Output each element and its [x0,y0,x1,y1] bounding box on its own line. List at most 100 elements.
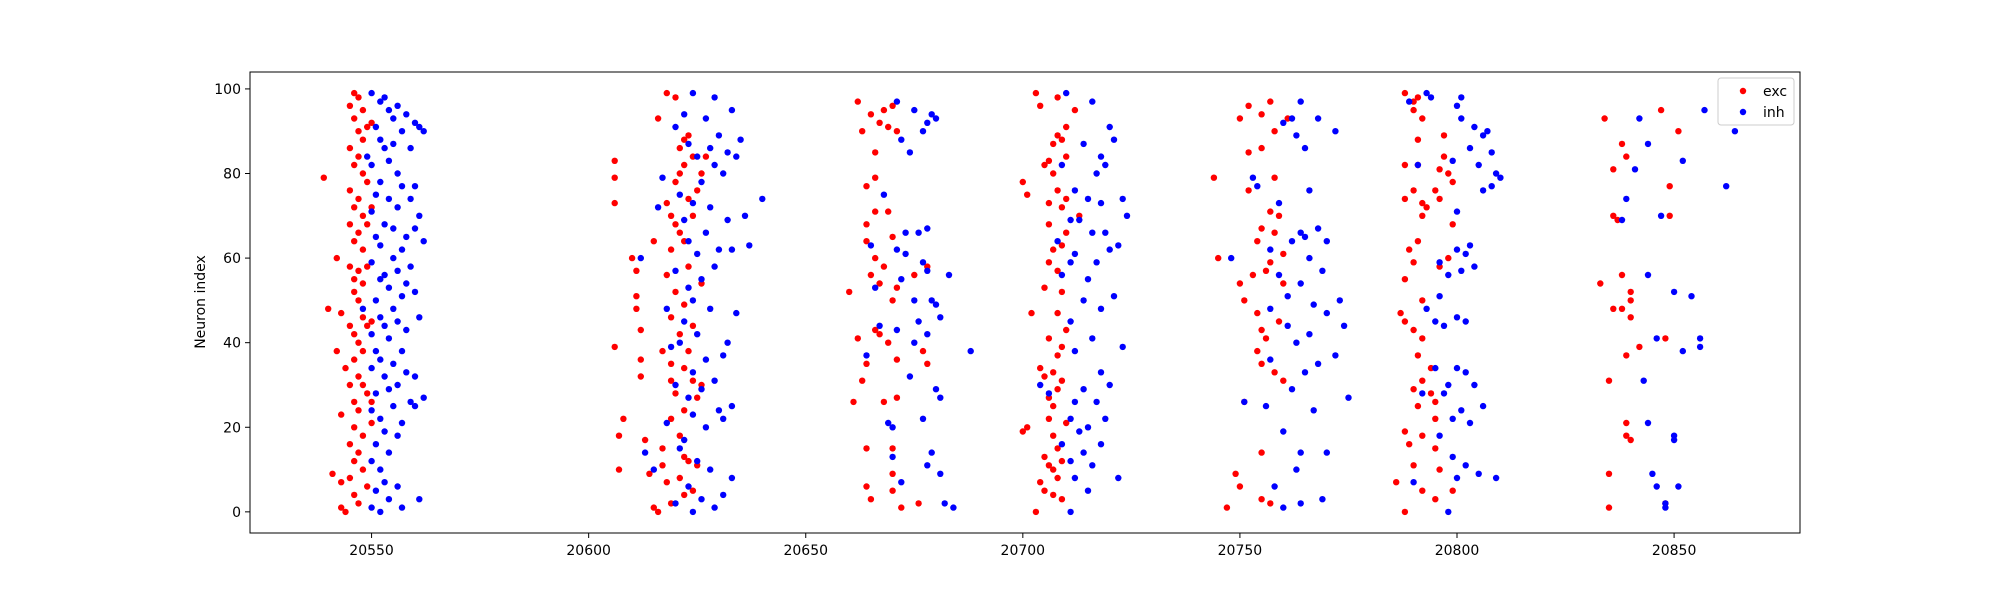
exc-spike-point [650,504,657,511]
inh-spike-point [377,276,384,283]
inh-spike-point [659,174,666,181]
exc-spike-point [368,419,375,427]
inh-spike-point [911,297,918,304]
inh-spike-point [372,390,380,397]
exc-spike-point [872,208,879,215]
inh-spike-point [1093,398,1100,406]
exc-spike-point [1271,369,1278,376]
exc-spike-point [859,377,866,384]
inh-spike-point [1310,407,1317,414]
exc-spike-point [663,271,670,279]
x-tick-label: 20850 [1652,543,1697,559]
exc-spike-point [1050,170,1057,177]
inh-spike-point [1475,161,1482,169]
inh-spike-point [911,339,918,346]
inh-spike-point [420,238,427,245]
x-axis: 20550 20600 20650 20700 20750 20800 20850 [349,533,1696,559]
exc-spike-point [1419,212,1426,219]
inh-spike-point [1106,246,1113,253]
exc-spike-point [876,119,883,127]
inh-spike-point [1336,297,1344,304]
exc-spike-point [355,297,362,304]
inh-spike-point [1488,149,1495,156]
inh-spike-point [368,504,375,511]
inh-spike-point [1071,474,1079,482]
exc-spike-point [1414,352,1422,359]
exc-spike-point [611,174,618,181]
inh-spike-point [1106,381,1113,389]
inh-spike-point [1123,212,1131,219]
inh-spike-point [385,335,393,342]
exc-spike-point [637,356,644,363]
exc-spike-point [364,263,371,270]
inh-spike-point [698,276,705,283]
inh-spike-point [724,216,731,224]
exc-spike-point [893,394,901,401]
inh-spike-point [707,204,714,211]
inh-spike-point [924,462,931,469]
inh-spike-point [1475,470,1482,477]
inh-spike-point [711,263,718,270]
exc-spike-point [667,246,675,253]
inh-spike-point [1119,195,1126,203]
inh-spike-point [1297,98,1304,105]
exc-spike-point [325,305,332,312]
inh-spike-point [1241,398,1248,406]
inh-spike-point [1102,161,1109,169]
exc-spike-point [1054,352,1061,359]
exc-spike-point [1019,178,1026,186]
exc-spike-point [351,457,358,465]
exc-spike-point [355,153,362,160]
exc-spike-point [1254,347,1261,355]
inh-spike-point [689,297,697,304]
exc-spike-point [1054,474,1061,482]
exc-spike-point [889,470,896,477]
inh-spike-point [1484,128,1491,135]
inh-spike-point [694,250,701,258]
inh-spike-point [1466,144,1474,152]
inh-spike-point [377,314,384,321]
inh-spike-point [403,233,410,241]
exc-spike-point [1032,508,1040,516]
inh-spike-point [1067,318,1074,325]
inh-spike-point [1271,483,1278,490]
inh-spike-point [932,301,940,308]
inh-spike-point [394,483,401,490]
inh-spike-point [702,356,710,363]
inh-spike-point [372,123,380,131]
exc-spike-point [1215,254,1222,262]
exc-spike-point [346,381,354,389]
inh-spike-point [1479,187,1487,194]
inh-spike-point [889,453,896,461]
inh-spike-point [880,191,888,198]
exc-spike-point [689,487,697,494]
inh-spike-point [1058,271,1066,279]
inh-spike-point [911,106,918,114]
inh-spike-point [676,445,683,452]
exc-spike-point [355,94,362,101]
inh-spike-point [1097,153,1105,160]
inh-spike-point [1310,301,1317,308]
inh-spike-point [937,394,944,401]
exc-spike-point [1254,309,1261,317]
exc-spike-point [333,254,340,262]
y-tick-label: 100 [214,82,241,98]
exc-spike-point [846,288,853,296]
exc-spike-point [893,128,901,135]
exc-spike-point [880,263,888,270]
legend-exc-label: exc [1763,84,1787,100]
exc-spike-point [615,466,623,473]
exc-spike-point [1666,212,1673,219]
exc-spike-point [1427,390,1435,397]
exc-spike-point [1432,445,1439,452]
exc-spike-point [1445,170,1452,177]
exc-spike-point [659,445,666,452]
exc-spike-point [342,508,349,516]
exc-spike-point [1258,326,1265,334]
exc-spike-point [1232,470,1239,477]
inh-spike-point [420,128,427,135]
inh-spike-point [1449,415,1456,422]
inh-spike-point [1644,271,1652,279]
exc-spike-point [646,470,653,477]
inh-spike-point [1084,487,1092,494]
